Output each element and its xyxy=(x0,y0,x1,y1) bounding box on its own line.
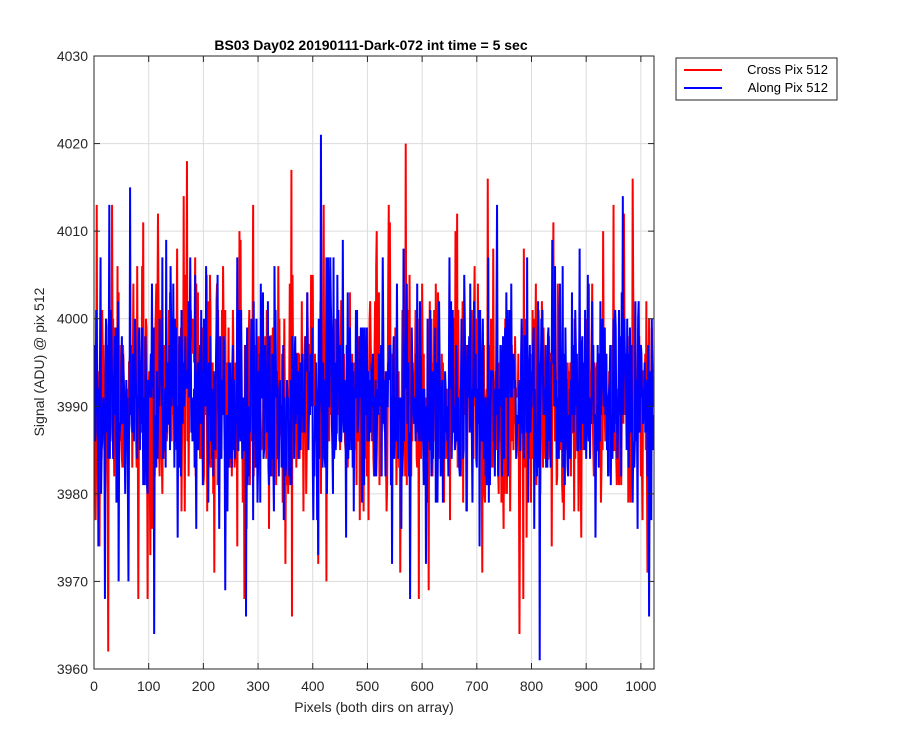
y-tick-label: 3980 xyxy=(57,486,88,502)
y-tick-label: 3960 xyxy=(57,661,88,677)
x-tick-label: 600 xyxy=(410,678,434,694)
axis-ticks: 0 100 200 300 400 500 600 700 800 900 1000 3960 3970… xyxy=(57,48,657,694)
x-axis-label: Pixels (both dirs on array) xyxy=(294,699,454,715)
legend-label-along: Along Pix 512 xyxy=(748,80,828,95)
series-lines xyxy=(94,134,654,661)
legend-box xyxy=(675,57,838,101)
legend-label-cross: Cross Pix 512 xyxy=(747,62,828,77)
series-line-along-pix-512 xyxy=(94,134,654,661)
y-tick-label: 3990 xyxy=(57,398,88,414)
x-tick-label: 700 xyxy=(465,678,489,694)
x-tick-label: 900 xyxy=(575,678,599,694)
y-tick-label: 4030 xyxy=(57,48,88,64)
plot-area-frame xyxy=(93,55,655,670)
x-tick-label: 200 xyxy=(192,678,216,694)
x-tick-label: 400 xyxy=(301,678,325,694)
x-tick-label: 300 xyxy=(246,678,270,694)
legend: Cross Pix 512 Along Pix 512 xyxy=(675,57,838,101)
chart-title: BS03 Day02 20190111-Dark-072 int time = … xyxy=(214,37,527,53)
y-tick-label: 3970 xyxy=(57,573,88,589)
x-tick-label: 100 xyxy=(137,678,161,694)
y-tick-label: 4020 xyxy=(57,136,88,152)
y-axis-label: Signal (ADU) @ pix 512 xyxy=(31,287,47,436)
y-tick-label: 4000 xyxy=(57,311,88,327)
x-tick-label: 1000 xyxy=(625,678,656,694)
x-tick-label: 500 xyxy=(356,678,380,694)
x-tick-label: 800 xyxy=(520,678,544,694)
y-tick-label: 4010 xyxy=(57,223,88,239)
x-tick-label: 0 xyxy=(90,678,98,694)
